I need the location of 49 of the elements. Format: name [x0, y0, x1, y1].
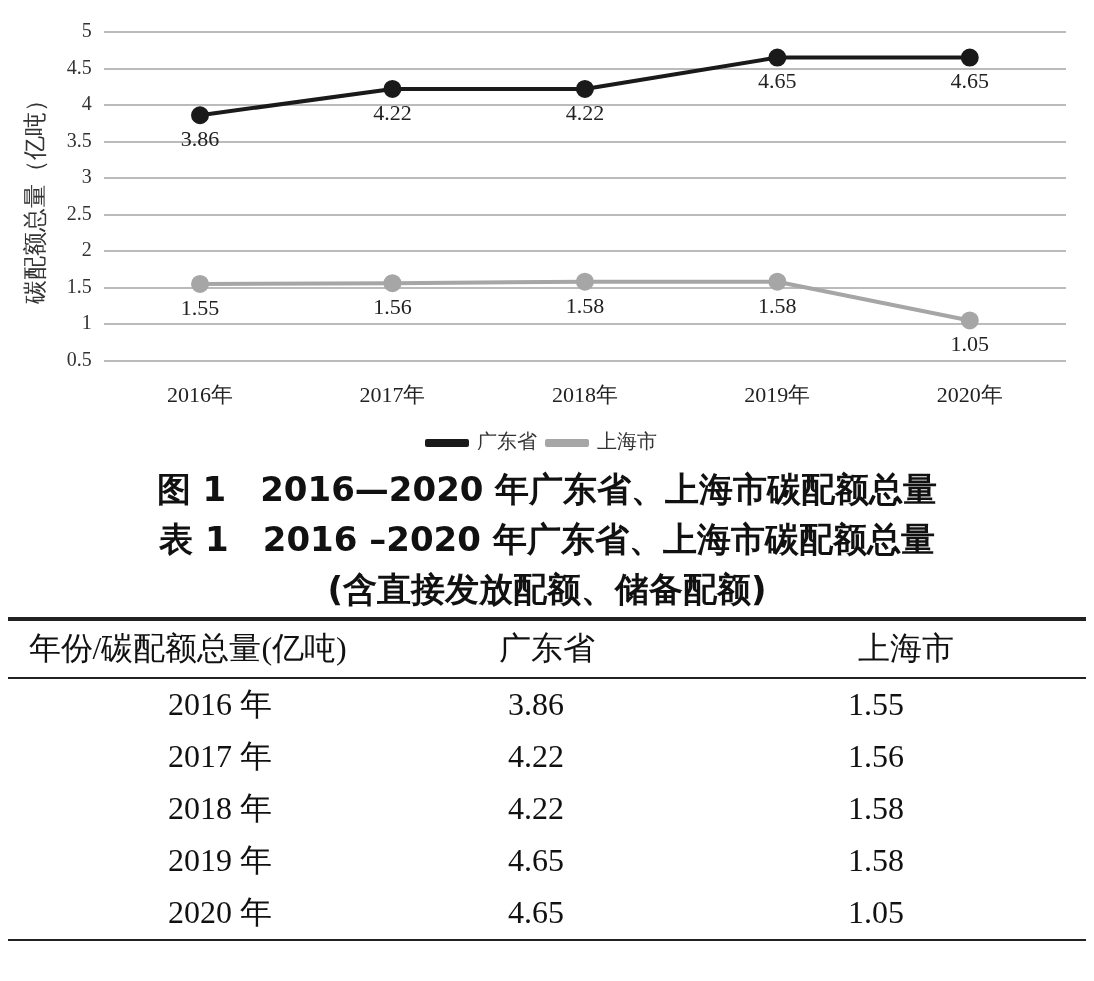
- data-label: 3.86: [180, 126, 220, 152]
- x-tick-label: 2018年: [551, 381, 618, 407]
- y-tick-label: 3: [81, 165, 92, 188]
- text: 2020 年 4.65 1.05: [8, 887, 1086, 940]
- point: [575, 272, 594, 291]
- y-tick-label: 1.5: [66, 274, 92, 297]
- data-label: 4.65: [950, 68, 990, 94]
- point: [768, 48, 787, 67]
- y-axis-title: 碳配额总量（亿吨）: [20, 88, 49, 306]
- point: [191, 106, 210, 125]
- legend-label: 广东省: [477, 429, 537, 454]
- y-tick-label: 3.5: [66, 128, 92, 151]
- x-tick-label: 2020年: [936, 381, 1003, 407]
- point: [383, 79, 402, 98]
- legend-label: 上海市: [597, 429, 657, 454]
- y-tick-label: 5: [81, 19, 92, 42]
- data-label: 1.58: [758, 292, 797, 318]
- data-label: 1.55: [180, 294, 220, 320]
- y-tick-label: 2: [81, 238, 92, 261]
- data-label: 1.58: [565, 292, 605, 318]
- text: 表 1 2016 –2020 年广东省、上海市碳配额总量: [158, 518, 936, 561]
- x-tick-label: 2016年: [167, 381, 234, 407]
- data-label: 4.22: [373, 99, 412, 125]
- data-label: 4.22: [565, 99, 605, 125]
- y-tick-label: 0.5: [66, 347, 92, 370]
- text: 广东省: [498, 629, 596, 668]
- y-tick-label: 1: [81, 311, 92, 334]
- text: (含直接发放配额、储备配额): [326, 568, 768, 611]
- point: [960, 48, 979, 67]
- text: 年份/碳配额总量(亿吨): [27, 629, 348, 668]
- text: 2019 年 4.65 1.58: [167, 841, 905, 880]
- point: [960, 311, 979, 330]
- point: [575, 79, 594, 98]
- y-tick-label: 2.5: [66, 201, 92, 224]
- point: [768, 272, 787, 291]
- y-tick-label: 4: [81, 92, 92, 115]
- y-tick-label: 4.5: [66, 55, 92, 78]
- text: 2017 年 4.22 1.56: [167, 737, 905, 776]
- text: 上海市: [857, 629, 956, 668]
- text: 2016 年 3.86 1.55: [167, 685, 905, 724]
- point: [383, 274, 402, 293]
- data-label: 4.65: [758, 68, 797, 94]
- data-label: 1.05: [950, 331, 990, 357]
- data-label: 1.56: [373, 293, 412, 319]
- x-tick-label: 2017年: [359, 381, 426, 407]
- text: 图 1 2016—2020 年广东省、上海市碳配额总量: [155, 468, 939, 511]
- text: 2018 年 4.22 1.58: [167, 789, 905, 828]
- x-tick-label: 2019年: [744, 381, 811, 407]
- point: [191, 274, 210, 293]
